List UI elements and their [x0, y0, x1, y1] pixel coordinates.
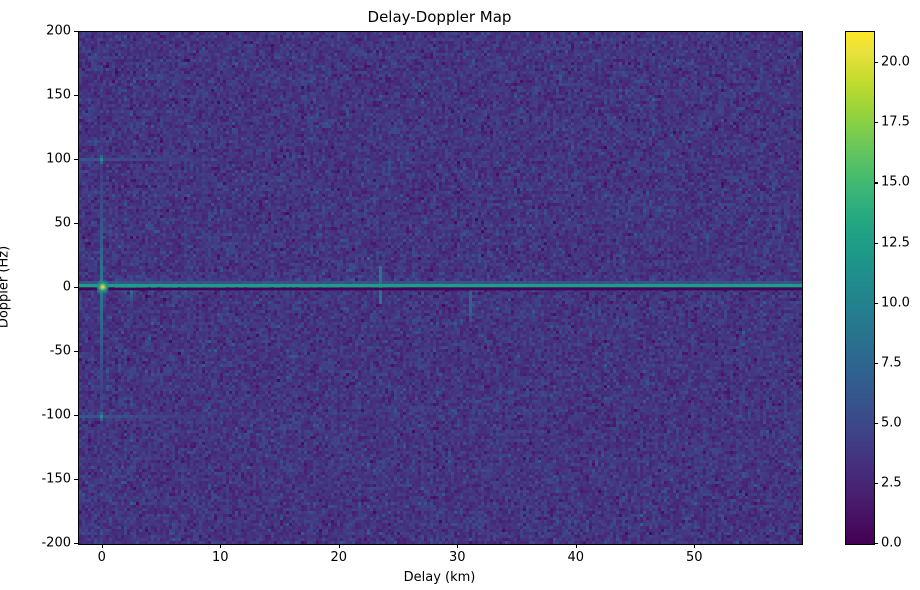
- x-axis-tick-label: 40: [567, 550, 585, 565]
- y-axis-tick-label: 50: [54, 215, 71, 231]
- colorbar-tick-label: 17.5: [881, 114, 910, 130]
- x-axis-tick-mark: [101, 544, 103, 548]
- x-axis-tick-mark: [457, 544, 459, 548]
- x-axis-tick-label: 20: [330, 550, 348, 565]
- y-axis-tick-mark: [74, 415, 78, 417]
- colorbar-tick-label: 12.5: [881, 235, 910, 251]
- page-title: Delay-Doppler Map: [367, 8, 512, 26]
- colorbar-tick-mark: [874, 362, 878, 364]
- colorbar-tick-label: 7.5: [881, 355, 902, 371]
- y-axis-tick-label: -50: [49, 343, 71, 359]
- x-axis-tick-label: 50: [686, 550, 703, 565]
- colorbar-tick-label: 15.0: [881, 174, 910, 190]
- y-axis-tick-mark: [74, 543, 78, 545]
- colorbar-tick-mark: [874, 242, 878, 244]
- y-axis-tick-label: 200: [46, 23, 71, 39]
- y-axis-tick-mark: [74, 223, 78, 225]
- colorbar-tick-label: 10.0: [881, 295, 910, 311]
- colorbar-tick-mark: [874, 422, 878, 424]
- x-axis-tick-label: 0: [97, 550, 106, 565]
- colorbar-tick-label: 0.0: [881, 535, 902, 551]
- y-axis-tick-label: 150: [46, 87, 71, 103]
- y-axis-tick-label: -100: [41, 407, 71, 423]
- colorbar-tick-label: 5.0: [881, 415, 902, 431]
- y-axis-tick-label: 100: [46, 151, 71, 167]
- y-axis-label: Doppler (Hz): [0, 245, 12, 329]
- colorbar-tick-label: 20.0: [881, 54, 910, 70]
- y-axis-tick-mark: [74, 287, 78, 289]
- x-axis-tick-mark: [694, 544, 696, 548]
- colorbar-gradient: [846, 32, 874, 544]
- colorbar-tick-label: 2.5: [881, 475, 902, 491]
- colorbar-tick-mark: [874, 543, 878, 545]
- colorbar-tick-mark: [874, 62, 878, 64]
- y-axis-tick-mark: [74, 479, 78, 481]
- y-axis-tick-label: -150: [41, 471, 71, 487]
- y-axis-tick-mark: [74, 31, 78, 33]
- y-axis-tick-mark: [74, 351, 78, 353]
- colorbar-tick-mark: [874, 482, 878, 484]
- y-axis-tick-mark: [74, 95, 78, 97]
- colorbar: [845, 31, 875, 545]
- colorbar-tick-mark: [874, 302, 878, 304]
- y-axis-tick-label: -200: [41, 535, 71, 551]
- delay-doppler-heatmap: [79, 32, 802, 544]
- x-axis-label: Delay (km): [403, 570, 476, 585]
- x-axis-tick-mark: [575, 544, 577, 548]
- x-axis-tick-mark: [338, 544, 340, 548]
- x-axis-tick-label: 30: [448, 550, 466, 565]
- y-axis-tick-mark: [74, 159, 78, 161]
- colorbar-tick-mark: [874, 182, 878, 184]
- x-axis-tick-mark: [220, 544, 222, 548]
- heatmap-axes: [78, 31, 803, 545]
- colorbar-tick-mark: [874, 122, 878, 124]
- x-axis-tick-label: 10: [211, 550, 229, 565]
- y-axis-tick-label: 0: [62, 279, 71, 295]
